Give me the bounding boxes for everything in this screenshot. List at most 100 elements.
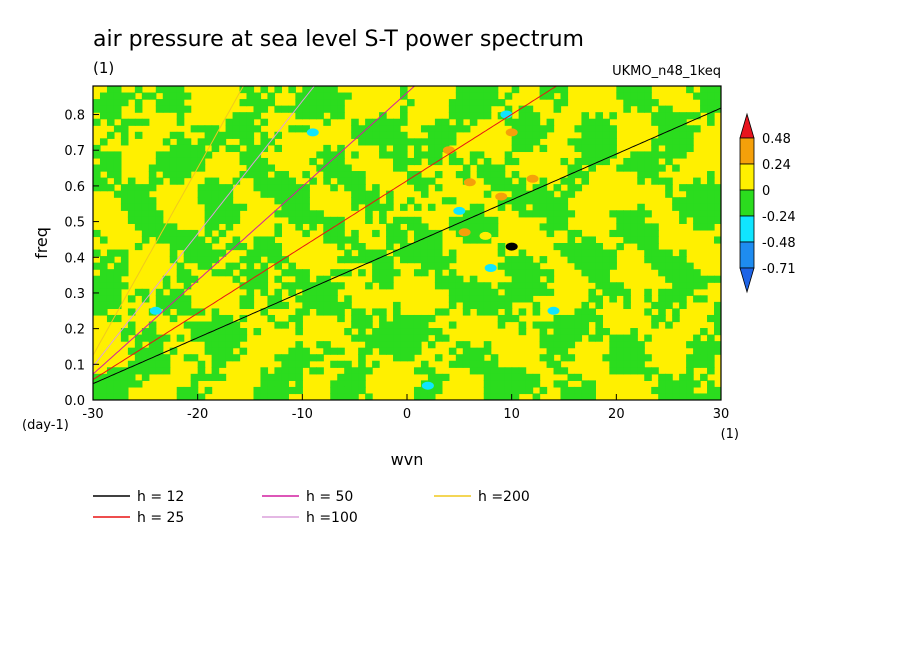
heatmap-cell	[560, 99, 569, 107]
heatmap-cell	[455, 288, 464, 296]
heatmap-cell	[330, 282, 338, 290]
heatmap-cell	[211, 190, 220, 198]
heatmap-cell	[337, 301, 345, 310]
heatmap-cell	[427, 125, 436, 133]
heatmap-cell	[574, 125, 583, 133]
heatmap-cell	[525, 282, 534, 290]
heatmap-cell	[274, 229, 282, 238]
heatmap-cell	[658, 308, 666, 316]
heatmap-cell	[190, 380, 199, 388]
heatmap-cell	[323, 171, 331, 179]
heatmap-cell	[644, 373, 652, 381]
heatmap-cell	[386, 138, 394, 146]
heatmap-cell	[302, 99, 310, 107]
y-axis-label: freq	[32, 227, 51, 259]
heatmap-cell	[455, 112, 464, 120]
heatmap-cell	[658, 288, 666, 296]
heatmap-cell	[434, 229, 443, 238]
heatmap-cell	[239, 112, 248, 120]
heatmap-cell	[616, 210, 624, 218]
heatmap-cell	[365, 216, 373, 224]
heatmap-cell	[323, 295, 331, 303]
heatmap-cell	[483, 341, 492, 349]
heatmap-cell	[448, 321, 457, 329]
heatmap-cell	[386, 334, 394, 342]
heatmap-cell	[344, 171, 352, 179]
heatmap-cell	[267, 190, 276, 198]
heatmap-cell	[462, 223, 471, 231]
heatmap-cell	[176, 275, 185, 283]
heatmap-cell	[358, 125, 366, 133]
heatmap-spot	[526, 174, 539, 183]
heatmap-cell	[693, 269, 701, 277]
heatmap-cell	[358, 380, 366, 388]
heatmap-cell	[155, 295, 164, 303]
heatmap-cell	[665, 118, 673, 126]
heatmap-cell	[379, 269, 387, 277]
heatmap-cell	[225, 131, 234, 139]
heatmap-cell	[469, 236, 478, 244]
heatmap-cell	[295, 341, 303, 349]
heatmap-cell	[714, 314, 721, 323]
heatmap-cell	[127, 328, 136, 336]
heatmap-cell	[386, 131, 394, 139]
heatmap-cell	[609, 347, 617, 355]
heatmap-cell	[127, 197, 136, 205]
heatmap-cell	[518, 328, 527, 336]
heatmap-cell	[323, 308, 331, 316]
heatmap-cell	[448, 216, 457, 224]
heatmap-cell	[518, 269, 527, 277]
heatmap-cell	[434, 171, 443, 179]
heatmap-cell	[413, 223, 422, 231]
heatmap-cell	[665, 393, 673, 400]
heatmap-cell	[190, 373, 199, 381]
heatmap-cell	[637, 151, 645, 159]
heatmap-cell	[588, 138, 596, 146]
heatmap-cell	[393, 144, 401, 153]
heatmap-cell	[588, 295, 596, 303]
heatmap-cell	[337, 308, 345, 316]
heatmap-cell	[707, 177, 715, 185]
heatmap-cell	[120, 118, 129, 126]
heatmap-cell	[93, 275, 101, 283]
heatmap-cell	[204, 210, 213, 218]
heatmap-cell	[211, 367, 220, 375]
heatmap-cell	[448, 269, 457, 277]
heatmap-cell	[462, 341, 471, 349]
heatmap-cell	[358, 249, 366, 257]
heatmap-cell	[316, 151, 324, 159]
heatmap-cell	[190, 334, 199, 342]
heatmap-cell	[658, 295, 666, 303]
heatmap-cell	[120, 99, 129, 107]
heatmap-cell	[281, 321, 289, 329]
heatmap-cell	[267, 380, 276, 388]
heatmap-cell	[693, 334, 701, 342]
heatmap-cell	[539, 190, 548, 198]
heatmap-cell	[176, 288, 185, 296]
heatmap-cell	[218, 341, 227, 349]
heatmap-cell	[337, 347, 345, 355]
heatmap-cell	[581, 269, 590, 277]
heatmap-cell	[504, 314, 513, 323]
colorbar-label: -0.24	[762, 210, 796, 225]
heatmap-cell	[462, 216, 471, 224]
heatmap-cell	[672, 256, 680, 264]
heatmap-cell	[630, 236, 638, 244]
heatmap-cell	[218, 131, 227, 139]
heatmap-cell	[309, 282, 317, 290]
heatmap-cell	[658, 131, 666, 139]
heatmap-cell	[560, 334, 569, 342]
heatmap-cell	[679, 262, 687, 270]
heatmap-cell	[707, 92, 715, 100]
heatmap-cell	[658, 380, 666, 388]
heatmap-cell	[518, 144, 527, 153]
heatmap-cell	[455, 92, 464, 100]
heatmap-cell	[386, 118, 394, 126]
heatmap-cell	[134, 86, 143, 94]
heatmap-cell	[602, 125, 610, 133]
heatmap-cell	[197, 393, 206, 400]
heatmap-cell	[302, 301, 310, 310]
heatmap-cell	[476, 295, 485, 303]
heatmap-cell	[93, 262, 101, 270]
heatmap-cell	[386, 262, 394, 270]
